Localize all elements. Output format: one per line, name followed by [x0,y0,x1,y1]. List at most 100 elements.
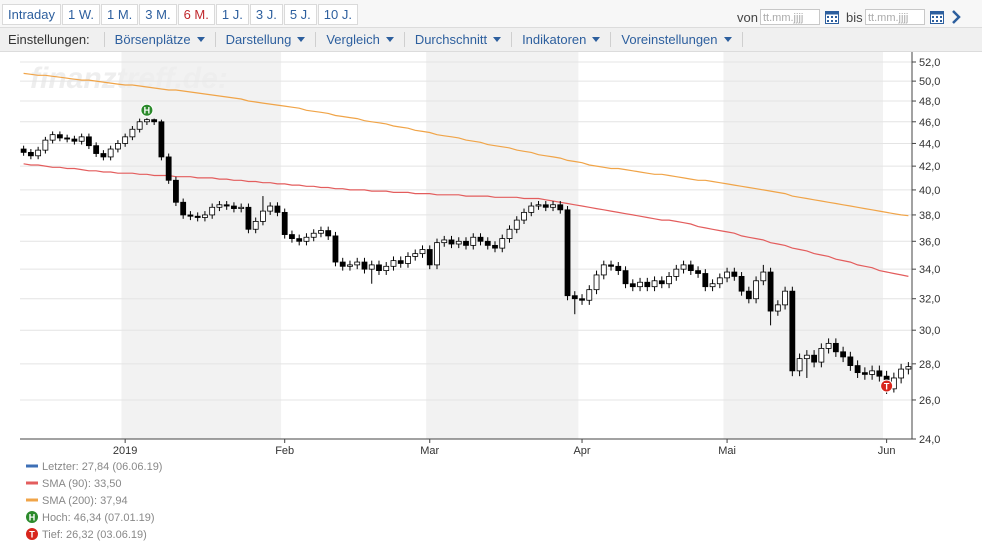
y-tick-label: 26,0 [919,395,940,407]
candle-body [325,230,332,237]
range-button[interactable]: 1 M. [101,4,139,25]
to-date-input[interactable]: tt.mm.jjjj [865,9,925,25]
candle-body [129,128,136,138]
dropdown-arrow [493,37,502,42]
candle-body [600,264,607,276]
candle-body [107,148,114,158]
candle-body [557,204,564,211]
settings-menu[interactable]: Indikatoren [512,32,612,47]
x-tick-label: Feb [275,445,294,457]
menu-label: Darstellung [225,32,292,47]
high-marker [140,103,154,117]
candle-body [194,215,201,218]
range-button[interactable]: Intraday [2,4,61,25]
candle-body [376,264,382,272]
candle-body [615,265,622,272]
candle-body [339,261,346,267]
candle-body [753,280,759,300]
candle-body [876,370,883,377]
range-button[interactable]: 6 M. [177,4,215,25]
candle-body [209,206,216,216]
calendar-icon[interactable] [930,10,944,24]
range-button[interactable]: 5 J. [283,4,317,25]
candle-body [905,366,912,370]
settings-toolbar: Einstellungen: Börsenplätze Darstellung Ve… [0,28,982,52]
candle-body [847,356,854,366]
candle-body [535,204,542,207]
from-date-input[interactable]: tt.mm.jjjj [760,9,820,25]
candle-body [267,205,274,212]
candle-body [223,204,230,207]
y-tick-label: 38,0 [919,210,940,222]
low-marker [880,379,894,393]
candle-body [593,274,600,291]
candle-body [818,348,825,363]
candle-body [760,271,767,282]
candle-body [231,205,237,209]
candle-body [122,136,129,144]
candle-body [412,253,419,257]
candle-body [528,205,535,213]
candle-body [426,249,433,266]
dropdown-arrow [723,37,732,42]
range-button[interactable]: 3 M. [139,4,177,25]
legend-label: Hoch: 46,34 (07.01.19) [42,512,155,524]
legend-marker-label: H [29,513,36,523]
candle-body [405,256,411,264]
menu-label: Indikatoren [522,32,587,47]
candle-body [296,238,303,242]
candle-body [115,143,121,150]
candle-body [673,268,680,277]
candle-body [680,264,687,270]
candle-body [687,264,694,272]
y-tick-label: 44,0 [919,138,940,150]
candle-body [274,205,281,213]
candle-body [724,271,730,279]
range-button[interactable]: 10 J. [317,4,358,25]
candle-body [56,134,63,139]
range-button[interactable]: 3 J. [249,4,283,25]
x-tick-label: Jun [878,445,896,457]
range-button[interactable]: 1 J. [215,4,249,25]
candle-body [35,149,42,157]
candle-body [854,365,861,374]
menu-label: Vergleich [326,32,380,47]
menu-label: Börsenplätze [114,32,191,47]
dropdown-arrow [592,37,601,42]
settings-menu[interactable]: Darstellung [216,32,317,47]
candle-body [651,280,658,288]
candle-body [441,239,448,244]
sma-line [23,72,909,217]
candle-body [832,342,839,353]
candle-body [825,342,832,349]
candle-body [463,240,469,246]
candle-body [144,119,150,123]
settings-menu[interactable]: Börsenplätze [105,32,216,47]
settings-menu[interactable]: Durchschnitt [405,32,513,47]
candle-body [455,240,462,245]
candle-body [216,204,223,208]
candle-body [658,280,665,285]
y-tick-label: 46,0 [919,117,940,129]
legend-marker [26,511,38,523]
candle-body [484,240,491,246]
range-button[interactable]: 1 W. [61,4,100,25]
candle-body [397,260,404,264]
y-tick-label: 52,0 [919,57,940,69]
legend-swatch [26,481,38,485]
y-tick-label: 34,0 [919,264,940,276]
range-buttons: Intraday 1 W. 1 M. 3 M. 6 M. 1 J. 3 J. 5 J. 10 J… [2,4,359,25]
next-arrow[interactable] [950,9,962,25]
candle-body [260,210,266,222]
candle-body [644,281,651,288]
candle-body [637,281,643,288]
calendar-icon[interactable] [825,10,839,24]
settings-menu[interactable]: Vergleich [316,32,405,47]
settings-menu[interactable]: Voreinstellungen [611,32,743,47]
candle-body [180,201,187,216]
candle-body [782,290,788,306]
candle-body [310,232,317,238]
candle-body [499,238,506,249]
candle-body [796,358,803,372]
candle-body [318,230,324,234]
